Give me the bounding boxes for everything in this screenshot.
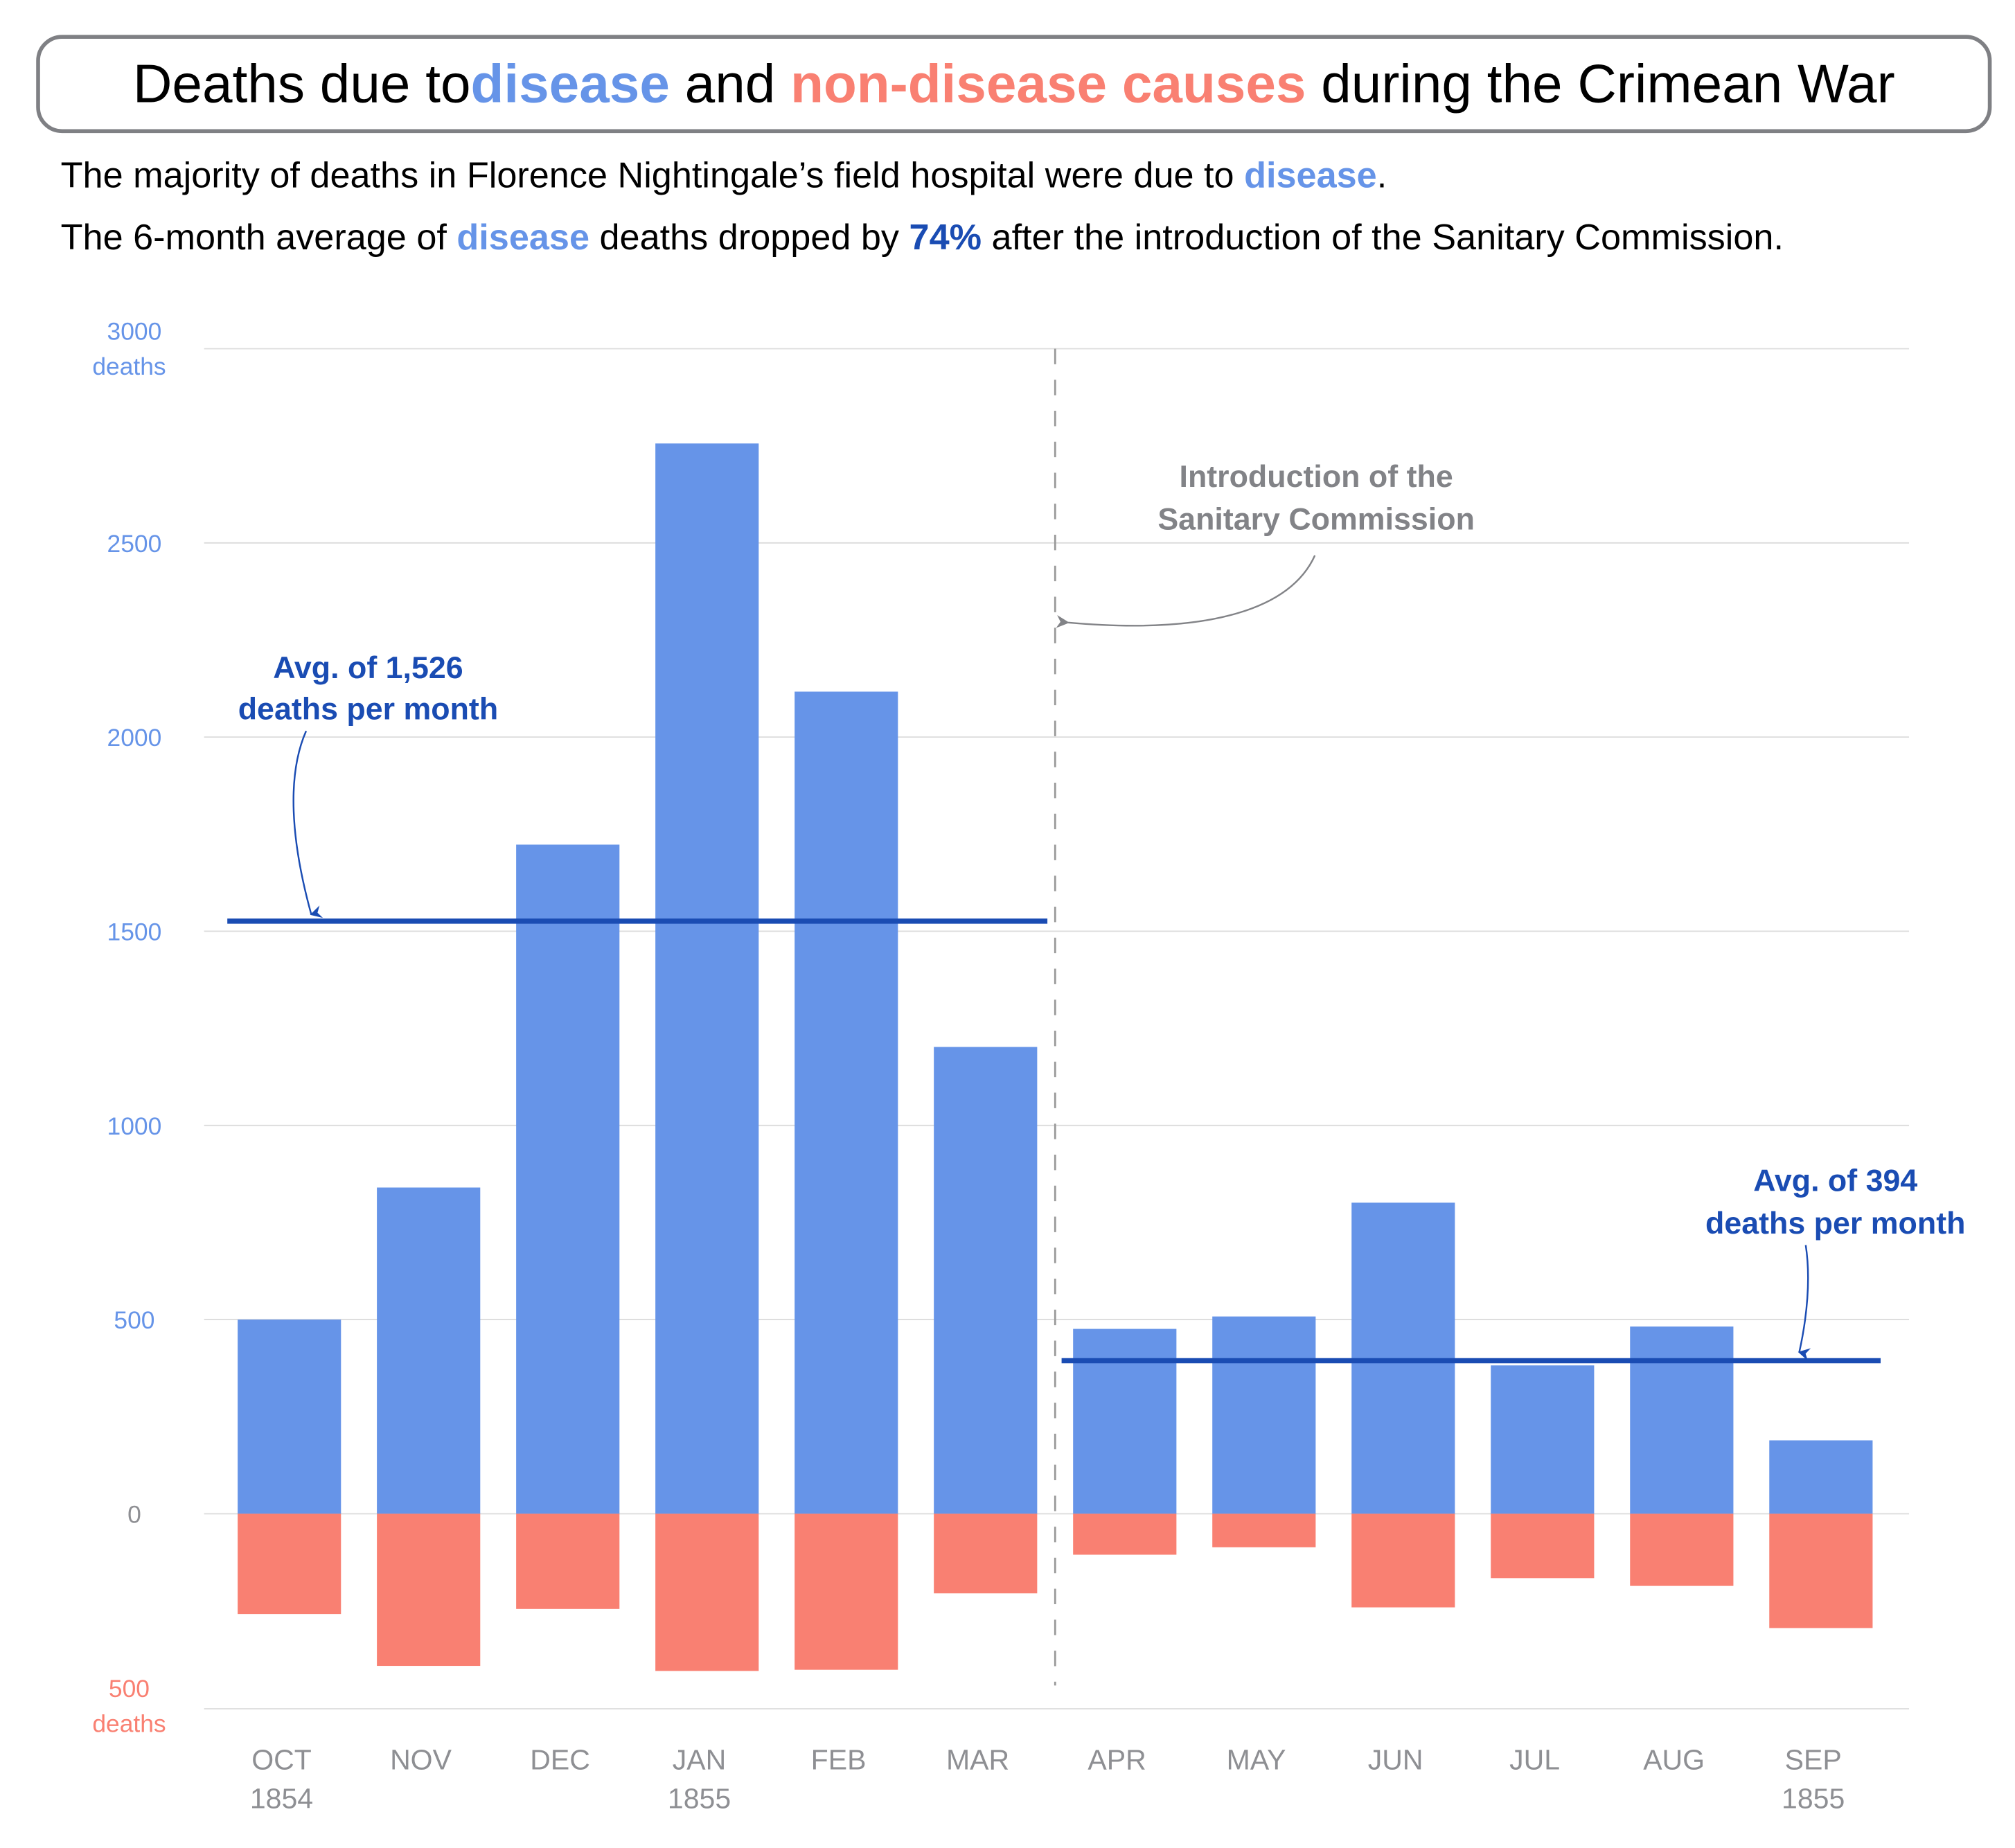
title-text-1: Deaths due to <box>132 53 471 114</box>
x-tick-year-sep: 1855 <box>1782 1783 1845 1815</box>
avg-after-label-line-1: Avg. of 394 <box>1753 1163 1917 1198</box>
x-tick-label-mar: MAR <box>946 1744 1009 1776</box>
bar-disease-mar <box>934 1047 1038 1514</box>
avg-after-label-line-2: deaths per month <box>1705 1206 1965 1241</box>
y-axis-labels: 0 500 1000 1500 2000 2500 3000 deaths 500 deaths <box>92 317 166 1737</box>
bar-non-disease-nov <box>377 1513 481 1667</box>
x-tick-label-nov: NOV <box>390 1744 452 1776</box>
subtitle-2-text-b: deaths dropped by <box>589 217 909 258</box>
bar-disease-sep <box>1769 1440 1873 1514</box>
bar-non-disease-jul <box>1491 1513 1595 1579</box>
bar-disease-oct <box>238 1320 341 1514</box>
subtitle-1-disease: disease <box>1244 154 1377 195</box>
x-tick-label-apr: APR <box>1088 1744 1146 1776</box>
title-text-2: and <box>669 53 791 114</box>
bar-disease-may <box>1212 1316 1316 1514</box>
title-text-3: during the Crimean War <box>1306 53 1895 114</box>
x-tick-year-oct: 1854 <box>250 1783 313 1815</box>
subtitle-line-2: The 6-month average of disease deaths dr… <box>61 217 1784 258</box>
subtitle-2-text-c: after the introduction of the Sanitary C… <box>982 217 1784 258</box>
annotations: Introduction of the Sanitary Commission … <box>227 348 1965 1686</box>
y-tick-label: 500 <box>114 1306 154 1334</box>
bar-disease-jan <box>655 443 759 1514</box>
event-arrow-icon <box>1056 555 1316 628</box>
bar-non-disease-jun <box>1351 1513 1455 1608</box>
subtitle-1-text-a: The majority of deaths in Florence Night… <box>60 154 1245 195</box>
bar-disease-nov <box>377 1187 481 1514</box>
gridlines <box>204 348 1910 1709</box>
bar-non-disease-sep <box>1769 1513 1873 1628</box>
subtitle-2-percent: 74% <box>909 217 982 258</box>
x-tick-label-jan: JAN <box>673 1744 727 1776</box>
bar-non-disease-jan <box>655 1513 759 1671</box>
x-axis-labels: OCT 1854 NOV DEC JAN 1855 FEB MAR APR MAY JUN JUL AU… <box>250 1744 1845 1815</box>
y-tick-label-down: 500 <box>109 1675 150 1703</box>
y-tick-label: 2500 <box>107 530 162 558</box>
title-disease: disease <box>470 53 670 114</box>
y-tick-label: 1500 <box>107 918 162 946</box>
bar-non-disease-aug <box>1630 1513 1734 1586</box>
y-tick-label: 0 <box>127 1500 141 1528</box>
event-label-line-1: Introduction of the <box>1180 459 1453 494</box>
title-non-disease: non-disease causes <box>790 53 1306 114</box>
bar-non-disease-apr <box>1073 1513 1177 1555</box>
subtitle-1-text-b: . <box>1376 154 1387 195</box>
avg-before-arrow-icon <box>292 730 323 918</box>
x-tick-label-jul: JUL <box>1509 1744 1560 1776</box>
subtitle-line-1: The majority of deaths in Florence Night… <box>61 155 1387 197</box>
x-tick-label-sep: SEP <box>1785 1744 1842 1776</box>
bar-disease-feb <box>795 691 898 1514</box>
bar-non-disease-oct <box>238 1513 341 1615</box>
avg-before-label-line-2: deaths per month <box>238 692 498 727</box>
x-tick-label-jun: JUN <box>1368 1744 1423 1776</box>
bar-non-disease-may <box>1212 1513 1316 1547</box>
avg-after-arrow-icon <box>1797 1245 1811 1361</box>
avg-before-label-line-1: Avg. of 1,526 <box>273 650 463 685</box>
x-tick-label-may: MAY <box>1227 1744 1286 1776</box>
event-label-line-2: Sanitary Commission <box>1157 502 1475 537</box>
y-axis-unit-label-down: deaths <box>92 1710 166 1738</box>
chart-title: Deaths due to disease and non-disease ca… <box>36 35 1992 134</box>
subtitle-2-disease: disease <box>456 217 590 258</box>
bar-disease-dec <box>516 844 620 1514</box>
x-tick-year-jan: 1855 <box>668 1783 731 1815</box>
subtitle-2-text-a: The 6-month average of <box>60 217 457 258</box>
x-tick-label-dec: DEC <box>530 1744 590 1776</box>
bar-disease-apr <box>1073 1329 1177 1514</box>
bar-non-disease-feb <box>795 1513 898 1670</box>
y-tick-label: 1000 <box>107 1112 162 1140</box>
x-tick-label-feb: FEB <box>811 1744 867 1776</box>
bar-disease-aug <box>1630 1326 1734 1514</box>
bar-disease-jul <box>1491 1365 1595 1514</box>
bar-non-disease-mar <box>934 1513 1038 1594</box>
y-tick-label: 2000 <box>107 724 162 752</box>
x-tick-label-oct: OCT <box>251 1744 312 1776</box>
y-axis-unit-label-up: deaths <box>92 353 166 380</box>
bars <box>238 443 1873 1671</box>
y-tick-label: 3000 <box>107 317 162 345</box>
bar-non-disease-dec <box>516 1513 620 1609</box>
x-tick-label-aug: AUG <box>1643 1744 1705 1776</box>
